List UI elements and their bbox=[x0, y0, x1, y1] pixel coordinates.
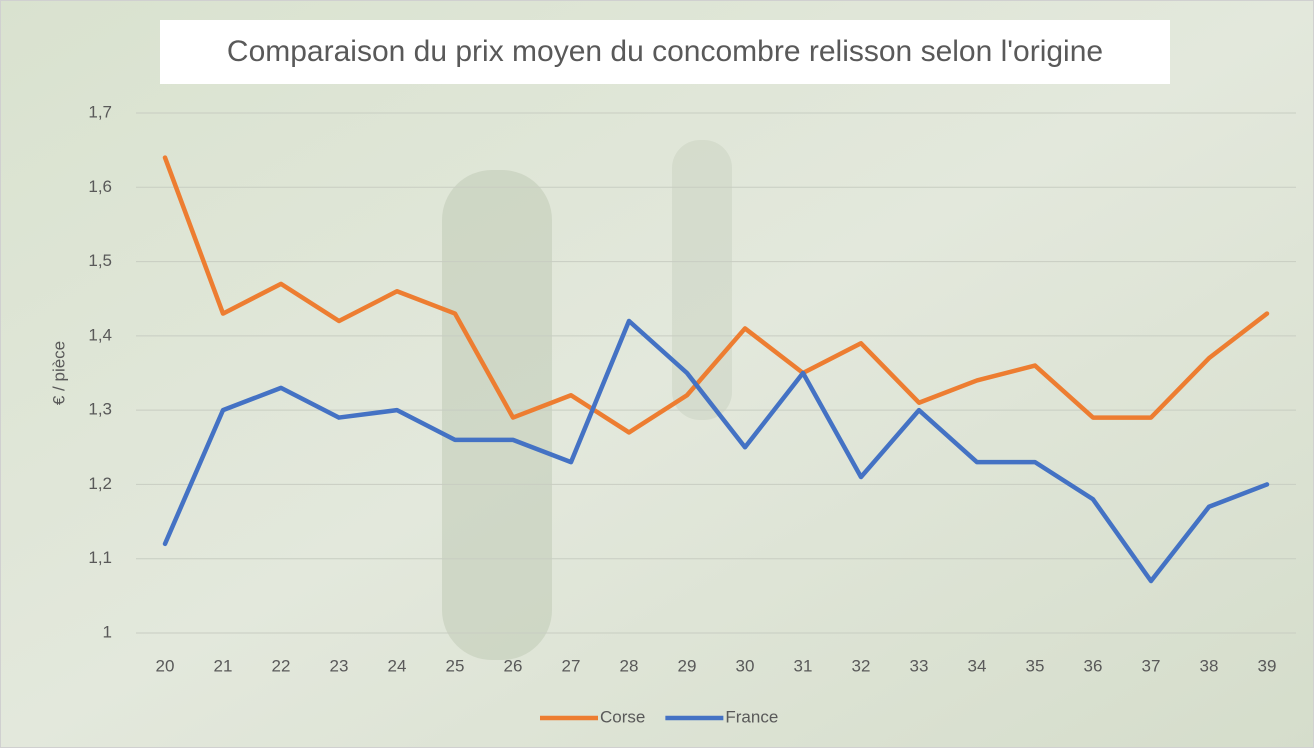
x-tick-label: 20 bbox=[156, 656, 175, 675]
y-tick-label: 1,5 bbox=[88, 251, 112, 270]
x-tick-label: 22 bbox=[272, 656, 291, 675]
y-tick-label: 1,2 bbox=[88, 474, 112, 493]
chart-title: Comparaison du prix moyen du concombre r… bbox=[227, 35, 1103, 68]
x-tick-label: 32 bbox=[852, 656, 871, 675]
x-tick-label: 21 bbox=[214, 656, 233, 675]
legend-label: Corse bbox=[600, 707, 645, 726]
x-tick-label: 35 bbox=[1026, 656, 1045, 675]
y-tick-label: 1,7 bbox=[88, 102, 112, 121]
page: Comparaison du prix moyen du concombre r… bbox=[0, 0, 1314, 748]
x-tick-label: 37 bbox=[1142, 656, 1161, 675]
x-tick-label: 31 bbox=[794, 656, 813, 675]
x-tick-label: 36 bbox=[1084, 656, 1103, 675]
y-tick-label: 1,6 bbox=[88, 177, 112, 196]
y-axis-label: € / pièce bbox=[49, 341, 68, 405]
x-tick-label: 27 bbox=[562, 656, 581, 675]
x-tick-label: 30 bbox=[736, 656, 755, 675]
x-tick-label: 24 bbox=[388, 656, 407, 675]
chart: Comparaison du prix moyen du concombre r… bbox=[0, 0, 1314, 748]
x-tick-label: 26 bbox=[504, 656, 523, 675]
y-tick-label: 1,4 bbox=[88, 325, 112, 344]
x-tick-label: 34 bbox=[968, 656, 987, 675]
y-tick-label: 1,1 bbox=[88, 548, 112, 567]
y-tick-label: 1 bbox=[103, 622, 112, 641]
x-tick-label: 28 bbox=[620, 656, 639, 675]
x-tick-label: 38 bbox=[1200, 656, 1219, 675]
x-tick-label: 39 bbox=[1258, 656, 1277, 675]
x-tick-label: 23 bbox=[330, 656, 349, 675]
x-tick-label: 29 bbox=[678, 656, 697, 675]
x-tick-label: 25 bbox=[446, 656, 465, 675]
x-tick-label: 33 bbox=[910, 656, 929, 675]
decoration bbox=[442, 170, 552, 660]
y-tick-label: 1,3 bbox=[88, 400, 112, 419]
legend-label: France bbox=[725, 707, 778, 726]
